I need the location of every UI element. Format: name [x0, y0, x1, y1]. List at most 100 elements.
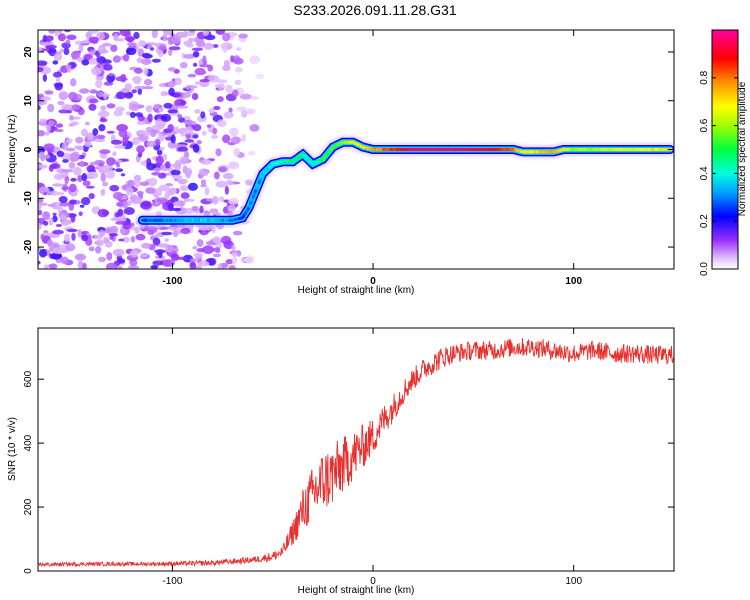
- noise-speck: [98, 229, 106, 237]
- y-tick-label: 600: [23, 370, 34, 387]
- noise-speck: [215, 148, 222, 157]
- noise-speck: [40, 153, 46, 162]
- noise-speck: [216, 119, 227, 127]
- noise-speck: [255, 73, 265, 80]
- noise-speck: [133, 31, 140, 40]
- noise-speck: [238, 33, 248, 39]
- noise-speck: [129, 194, 138, 203]
- noise-speck: [66, 110, 73, 114]
- y-tick-label: 0: [23, 568, 34, 574]
- noise-speck: [40, 96, 52, 101]
- noise-speck: [211, 195, 219, 205]
- noise-speck: [114, 161, 120, 165]
- noise-speck: [191, 47, 204, 51]
- noise-speck: [82, 262, 87, 269]
- noise-speck: [79, 88, 90, 94]
- noise-speck: [115, 91, 127, 100]
- noise-speck: [171, 174, 183, 180]
- y-tick-label: -20: [23, 239, 34, 254]
- noise-speck: [193, 62, 198, 67]
- noise-speck: [65, 138, 73, 144]
- noise-speck: [170, 169, 181, 176]
- noise-speck: [147, 113, 153, 123]
- noise-speck: [180, 131, 186, 137]
- noise-speck: [223, 199, 231, 203]
- noise-speck: [228, 197, 240, 205]
- noise-speck: [223, 111, 234, 119]
- noise-speck: [154, 249, 166, 254]
- noise-speck: [103, 63, 113, 71]
- noise-speck: [225, 259, 234, 265]
- noise-speck: [86, 60, 99, 65]
- noise-speck: [222, 172, 234, 180]
- noise-speck: [167, 203, 174, 212]
- noise-speck: [134, 226, 140, 234]
- noise-speck: [38, 222, 42, 230]
- colorbar-label: Normalized spectral amplitude: [737, 81, 748, 216]
- noise-speck: [86, 171, 99, 179]
- noise-speck: [180, 227, 191, 235]
- noise-speck: [65, 39, 71, 45]
- noise-speck: [212, 44, 219, 48]
- noise-speck: [202, 245, 214, 255]
- snr-frame: [37, 327, 675, 572]
- noise-speck: [145, 42, 157, 46]
- noise-speck: [226, 45, 232, 50]
- noise-speck: [178, 178, 186, 185]
- noise-speck: [184, 120, 197, 126]
- noise-speck: [192, 134, 199, 139]
- noise-speck: [74, 253, 86, 261]
- noise-speck: [56, 150, 65, 158]
- noise-speck: [160, 113, 172, 122]
- noise-speck: [100, 173, 106, 182]
- noise-speck: [38, 164, 48, 169]
- noise-speck: [131, 89, 137, 94]
- noise-speck: [64, 30, 71, 33]
- noise-speck: [168, 87, 175, 96]
- noise-speck: [244, 108, 256, 115]
- noise-speck: [122, 221, 132, 230]
- noise-speck: [152, 237, 161, 246]
- noise-speck: [184, 125, 194, 135]
- noise-speck: [77, 229, 82, 238]
- noise-speck: [62, 159, 69, 163]
- noise-speck: [170, 207, 182, 212]
- colorbar-tick-label: 0.0: [699, 262, 710, 276]
- noise-speck: [157, 132, 163, 137]
- noise-speck: [52, 212, 57, 216]
- noise-speck: [137, 134, 149, 141]
- noise-speck: [192, 143, 200, 153]
- noise-speck: [81, 128, 88, 137]
- noise-speck: [212, 236, 221, 244]
- noise-speck: [66, 34, 77, 40]
- noise-speck: [128, 103, 140, 111]
- snr-panel: -100 0 100 0 200 400 600 Height of straight l…: [7, 327, 675, 596]
- noise-speck: [68, 202, 75, 211]
- noise-speck: [199, 79, 210, 83]
- noise-speck: [68, 183, 77, 193]
- noise-speck: [81, 234, 89, 242]
- noise-speck: [92, 128, 99, 136]
- noise-speck: [112, 151, 117, 157]
- noise-speck: [51, 164, 58, 169]
- noise-speck: [150, 265, 159, 269]
- noise-speck: [87, 30, 99, 35]
- colorbar: 0.0 0.2 0.4 0.6 0.8 Normalized spectral ampl…: [699, 29, 748, 276]
- noise-speck: [170, 134, 176, 144]
- noise-speck: [115, 168, 124, 173]
- noise-speck: [189, 262, 197, 269]
- noise-speck: [200, 159, 212, 165]
- noise-speck: [95, 239, 105, 247]
- noise-speck: [98, 162, 104, 167]
- noise-speck: [228, 161, 240, 170]
- colorbar-tick-label: 0.2: [699, 214, 710, 228]
- noise-speck: [189, 30, 196, 33]
- noise-speck: [194, 67, 206, 76]
- noise-speck: [196, 239, 204, 247]
- noise-speck: [179, 185, 189, 192]
- noise-speck: [89, 58, 97, 62]
- noise-speck: [151, 30, 158, 39]
- noise-speck: [86, 165, 96, 173]
- noise-speck: [79, 204, 85, 208]
